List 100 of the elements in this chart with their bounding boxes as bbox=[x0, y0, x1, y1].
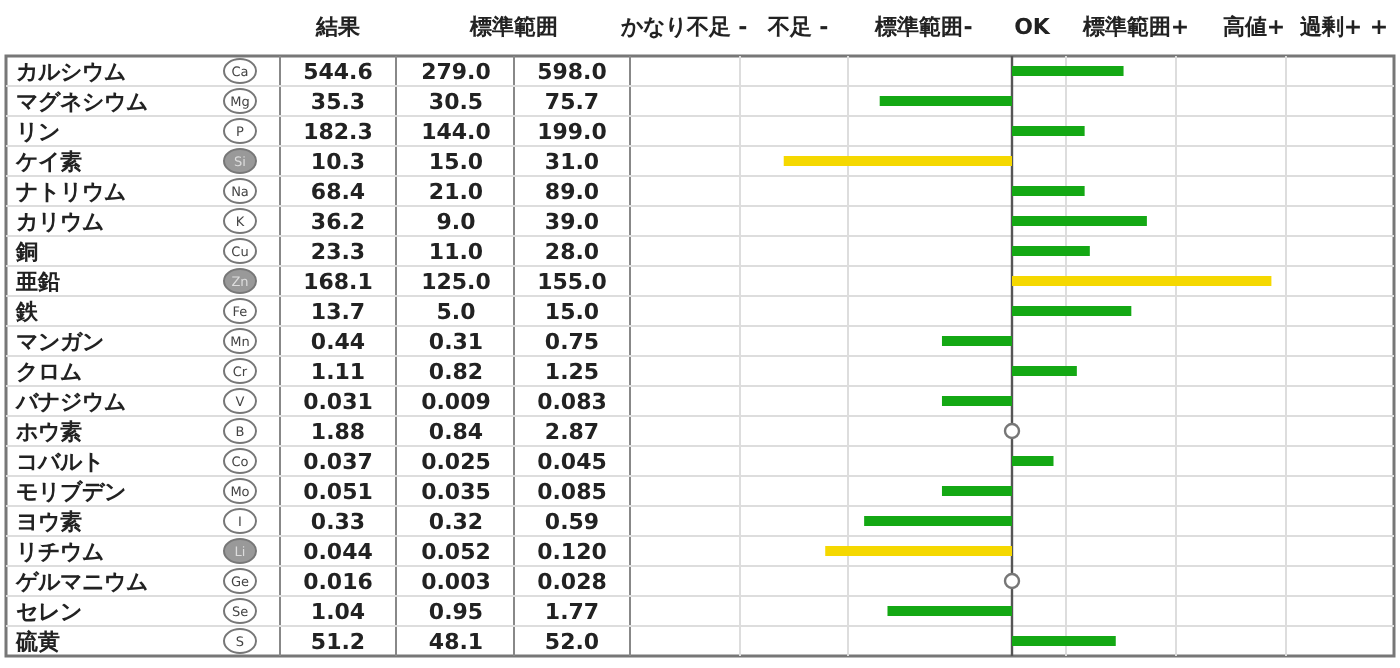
y-tick-label: リチウム bbox=[16, 539, 104, 565]
bar bbox=[1012, 126, 1085, 136]
text: 標準範囲- bbox=[873, 14, 973, 40]
bar bbox=[1012, 276, 1272, 286]
y-tick-label: ナトリウム bbox=[16, 179, 126, 205]
text: 89.0 bbox=[544, 179, 600, 205]
text: 標準範囲+ bbox=[1080, 14, 1190, 40]
y-tick-label: マンガン bbox=[16, 329, 104, 355]
text: 0.085 bbox=[537, 479, 607, 505]
bar bbox=[1012, 186, 1085, 196]
text: 0.44 bbox=[310, 329, 366, 355]
y-tick-label: リン bbox=[16, 119, 60, 145]
bar bbox=[1012, 366, 1077, 376]
text: 5.0 bbox=[436, 299, 476, 325]
text: 0.016 bbox=[303, 569, 373, 595]
bar bbox=[1012, 216, 1147, 226]
bar bbox=[1012, 636, 1116, 646]
bar bbox=[1012, 66, 1124, 76]
y-tick-label: カルシウム bbox=[16, 59, 126, 85]
bar bbox=[864, 516, 1012, 526]
y-tick-label: バナジウム bbox=[14, 389, 126, 415]
text: 0.003 bbox=[421, 569, 491, 595]
y-tick-label: ヨウ素 bbox=[16, 509, 82, 535]
text: 0.95 bbox=[428, 599, 484, 625]
text: 544.6 bbox=[303, 59, 373, 85]
text: 0.031 bbox=[303, 389, 373, 415]
text: 155.0 bbox=[537, 269, 607, 295]
text: 31.0 bbox=[544, 149, 600, 175]
text: 75.7 bbox=[544, 89, 600, 115]
text: 279.0 bbox=[421, 59, 491, 85]
text: 0.045 bbox=[537, 449, 607, 475]
y-tick-label: 硫黄 bbox=[14, 629, 60, 655]
category-label: 結果 bbox=[314, 14, 362, 40]
text: 15.0 bbox=[428, 149, 484, 175]
bar bbox=[887, 606, 1012, 616]
bar bbox=[941, 486, 1012, 496]
category-label: 標準範囲 bbox=[468, 14, 558, 40]
y-tick-label: マグネシウム bbox=[16, 89, 148, 115]
text: 0.120 bbox=[537, 539, 607, 565]
text: 0.82 bbox=[428, 359, 484, 385]
text: 598.0 bbox=[537, 59, 607, 85]
text: かなり不足 - bbox=[618, 14, 748, 40]
text: 68.4 bbox=[310, 179, 366, 205]
text: OK bbox=[1014, 14, 1051, 40]
text: 1.11 bbox=[310, 359, 366, 385]
text: 182.3 bbox=[303, 119, 373, 145]
text: 0.009 bbox=[421, 389, 491, 415]
bar bbox=[1012, 246, 1090, 256]
text: 1.25 bbox=[544, 359, 600, 385]
text: 0.028 bbox=[537, 569, 607, 595]
text: 10.3 bbox=[310, 149, 366, 175]
text: 不足 - bbox=[765, 14, 829, 40]
text: 52.0 bbox=[544, 629, 600, 655]
y-tick-label: セレン bbox=[16, 599, 82, 625]
text: 0.052 bbox=[421, 539, 491, 565]
bar bbox=[879, 96, 1012, 106]
text: 高値+ bbox=[1222, 14, 1286, 40]
text: 0.75 bbox=[544, 329, 600, 355]
y-tick-label: クロム bbox=[16, 359, 82, 385]
text: 0.051 bbox=[303, 479, 373, 505]
text: 144.0 bbox=[421, 119, 491, 145]
text: 15.0 bbox=[544, 299, 600, 325]
text: 21.0 bbox=[428, 179, 484, 205]
text: 51.2 bbox=[310, 629, 366, 655]
text: 168.1 bbox=[303, 269, 373, 295]
text: 125.0 bbox=[421, 269, 491, 295]
y-tick-label: ゲルマニウム bbox=[14, 569, 148, 595]
y-tick-label: コバルト bbox=[16, 449, 104, 475]
text: 0.59 bbox=[544, 509, 600, 535]
text: 0.044 bbox=[303, 539, 373, 565]
y-tick-label: ホウ素 bbox=[14, 419, 82, 445]
text: 0.035 bbox=[421, 479, 491, 505]
text: 1.88 bbox=[310, 419, 366, 445]
bar bbox=[1012, 306, 1132, 316]
text: 1.04 bbox=[310, 599, 366, 625]
text: 199.0 bbox=[537, 119, 607, 145]
text: 0.31 bbox=[428, 329, 484, 355]
text: 1.77 bbox=[544, 599, 600, 625]
text: 0.083 bbox=[537, 389, 607, 415]
text: 13.7 bbox=[310, 299, 366, 325]
text: 35.3 bbox=[310, 89, 366, 115]
text: 48.1 bbox=[428, 629, 484, 655]
y-tick-label: モリブデン bbox=[16, 479, 126, 505]
bar bbox=[783, 156, 1012, 166]
y-tick-label: 銅 bbox=[14, 239, 38, 265]
text: 11.0 bbox=[428, 239, 484, 265]
bar bbox=[1012, 456, 1054, 466]
y-tick-label: ケイ素 bbox=[14, 149, 82, 175]
text: 0.84 bbox=[428, 419, 484, 445]
text: 9.0 bbox=[436, 209, 476, 235]
text: 36.2 bbox=[310, 209, 366, 235]
text: 28.0 bbox=[544, 239, 600, 265]
text: 0.32 bbox=[428, 509, 484, 535]
bar bbox=[825, 546, 1012, 556]
text: 0.037 bbox=[303, 449, 373, 475]
text: 23.3 bbox=[310, 239, 366, 265]
y-tick-label: 亜鉛 bbox=[14, 269, 60, 295]
text: 0.025 bbox=[421, 449, 491, 475]
y-tick-label: 鉄 bbox=[14, 299, 40, 325]
y-tick-label: カリウム bbox=[16, 209, 104, 235]
